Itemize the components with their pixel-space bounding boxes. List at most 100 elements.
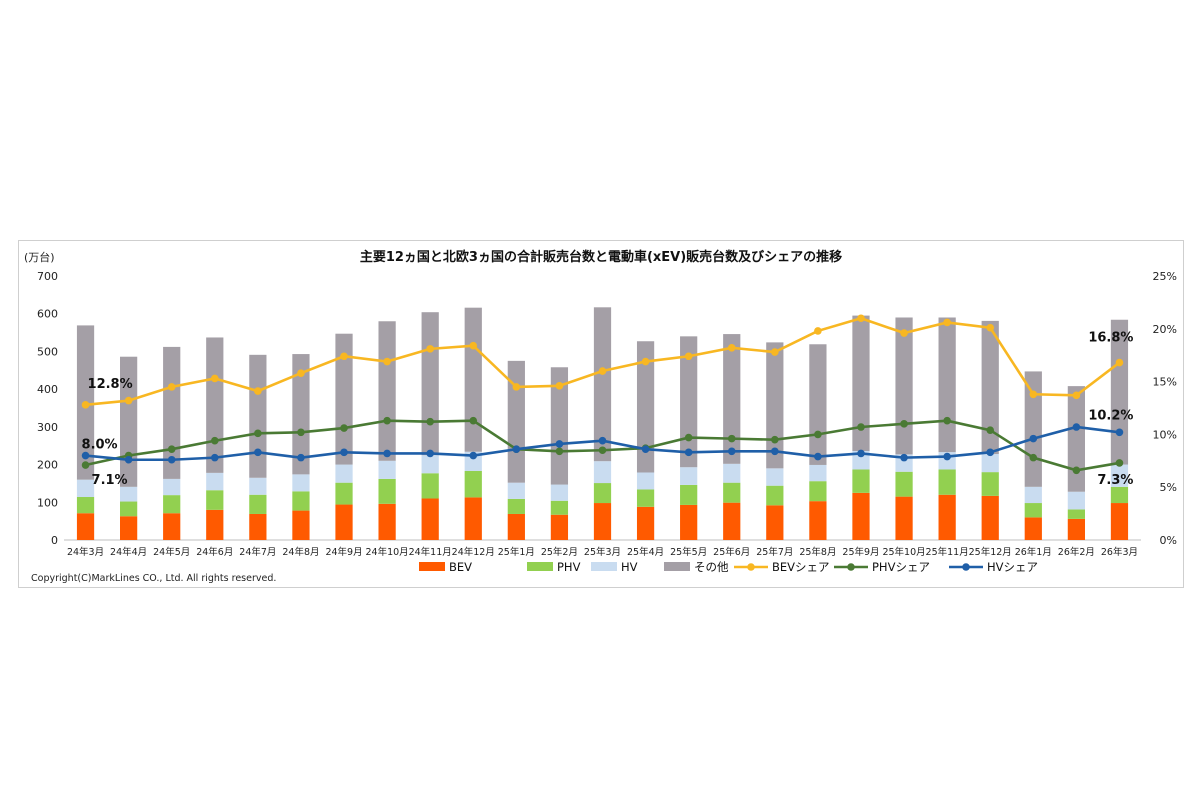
legend-label: HV [621,560,638,574]
bar-PHV [335,482,353,505]
legend-swatch-BEV [419,562,445,571]
bar-BEV [1024,517,1042,540]
bar-HV [120,486,138,502]
bar-BEV [1110,503,1129,540]
bar-BEV [120,516,138,540]
point-PHVシェア [297,428,305,437]
data-label: 10.2% [1088,408,1133,423]
point-BEVシェア [641,357,650,366]
bar-BEV [680,504,698,540]
bar-PHV [1110,486,1129,504]
bar-BEV [723,502,741,540]
bar-その他 [680,336,698,468]
point-PHVシェア [81,461,90,469]
point-BEVシェア [512,383,521,391]
y2-tick-label: 20% [1153,323,1177,336]
point-PHVシェア [857,423,865,431]
point-PHVシェア [727,434,736,443]
x-tick-label: 24年10月 [366,546,409,558]
bar-その他 [636,341,655,473]
x-tick-label: 25年8月 [799,546,836,558]
bar-BEV [292,510,310,540]
bar-PHV [981,472,999,496]
bar-HV [766,468,784,486]
point-HVシェア [771,447,779,456]
data-label: 7.1% [92,473,128,488]
bar-その他 [895,317,913,455]
y-tick-label: 500 [37,345,58,358]
point-BEVシェア [986,323,995,332]
point-HVシェア [814,452,822,461]
point-HVシェア [210,453,219,462]
x-tick-label: 25年12月 [969,546,1012,558]
point-HVシェア [383,449,391,458]
bar-その他 [550,367,569,485]
point-PHVシェア [598,446,607,455]
point-BEVシェア [1072,391,1081,400]
bar-その他 [292,354,310,475]
data-label: 16.8% [1088,331,1133,346]
legend-swatch-その他 [664,562,690,571]
x-tick-label: 24年5月 [153,546,190,558]
bar-HV [809,464,827,482]
bar-HV [550,484,569,501]
bar-PHV [938,469,956,495]
x-tick-label: 26年3月 [1101,546,1138,558]
chart-frame: 主要12ヵ国と北欧3ヵ国の合計販売台数と電動車(xEV)販売台数及びシェアの推移… [18,240,1184,588]
x-tick-label: 25年4月 [627,546,664,558]
x-tick-label: 26年2月 [1058,546,1095,558]
bar-その他 [1024,371,1042,487]
point-BEVシェア [1115,358,1124,367]
x-tick-label: 25年2月 [541,546,578,558]
x-tick-label: 25年1月 [498,546,535,558]
legend-marker-PHVシェア [847,563,855,571]
legend-label: その他 [694,560,729,574]
point-BEVシェア [81,401,90,409]
point-BEVシェア [943,318,951,327]
legend-label: PHVシェア [872,560,930,574]
point-BEVシェア [684,352,693,361]
y2-tick-label: 5% [1160,481,1177,494]
bar-BEV [593,503,612,540]
point-HVシェア [598,436,607,445]
bar-PHV [809,481,827,502]
legend-label: PHV [557,560,581,574]
bar-その他 [464,307,482,452]
bar-BEV [335,504,353,540]
point-HVシェア [1072,423,1081,431]
legend-label: BEV [449,560,472,574]
point-HVシェア [254,448,262,457]
y-tick-label: 0 [51,534,58,547]
bar-PHV [852,469,870,493]
bar-HV [723,463,741,483]
bar-PHV [593,483,612,504]
x-tick-label: 24年7月 [239,546,276,558]
legend-label: HVシェア [987,560,1038,574]
bar-PHV [507,498,525,514]
point-BEVシェア [771,348,779,356]
point-BEVシェア [598,367,607,375]
y2-tick-label: 15% [1153,376,1177,389]
point-PHVシェア [210,436,219,445]
point-BEVシェア [1029,390,1038,399]
point-PHVシェア [814,430,822,439]
bar-HV [421,455,439,474]
x-tick-label: 25年7月 [756,546,793,558]
point-HVシェア [641,445,650,453]
point-HVシェア [469,451,478,460]
point-PHVシェア [986,426,995,434]
y2-tick-label: 0% [1160,534,1177,547]
bar-その他 [1067,386,1085,492]
bar-BEV [163,513,181,540]
point-BEVシェア [727,344,736,352]
bar-BEV [895,496,913,540]
x-tick-label: 25年3月 [584,546,621,558]
bar-HV [249,477,267,495]
y-tick-label: 400 [37,383,58,396]
bar-その他 [852,315,870,451]
bar-HV [981,454,999,473]
bar-BEV [766,505,784,540]
legend-marker-HVシェア [962,563,970,571]
bar-その他 [206,337,224,473]
point-HVシェア [167,455,176,464]
